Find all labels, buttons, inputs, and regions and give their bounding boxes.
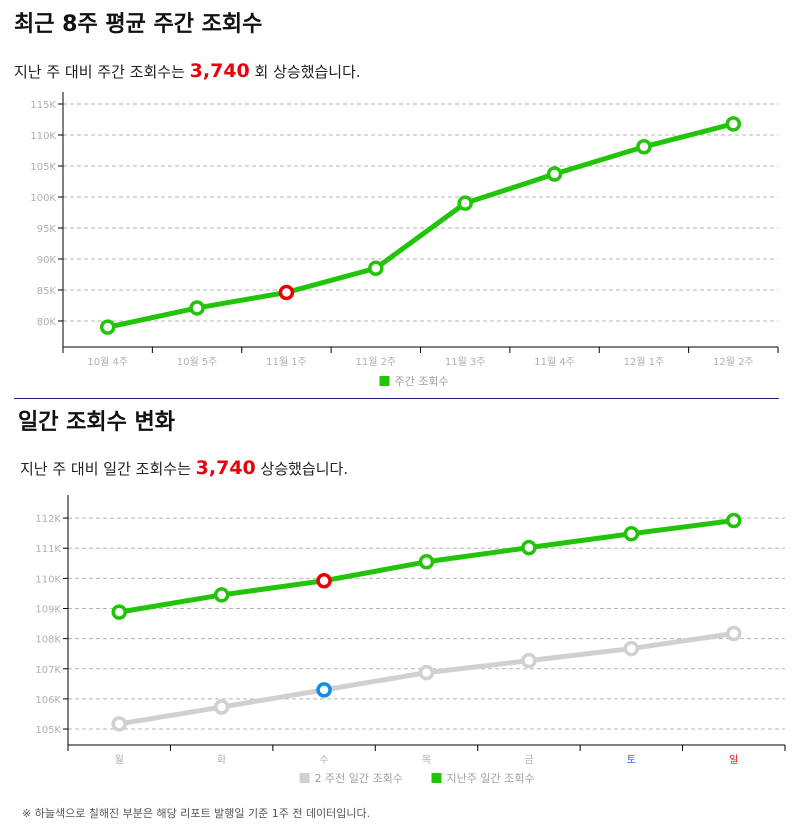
data-point [278,284,295,301]
weekly-title: 최근 8주 평균 주간 조회수 [14,12,263,37]
x-tick-label: 화 [217,754,226,766]
x-tick-label: 월 [115,754,124,766]
y-tick-label: 111K [35,544,61,555]
data-point [111,716,127,732]
section-divider [14,398,779,399]
x-tick-label: 12월 1주 [624,356,665,368]
data-point [111,604,127,620]
weekly-summary-prefix: 지난 주 대비 주간 조회수는 [14,63,190,81]
x-tick-label: 금 [524,754,533,766]
y-tick-label: 110K [30,131,56,142]
data-point [636,139,652,155]
data-point [368,260,384,277]
y-tick-label: 109K [35,604,61,615]
daily-summary-suffix: 상승했습니다. [255,460,349,478]
legend-swatch [431,773,442,783]
daily-summary-value: 3,740 [195,457,256,479]
data-point [316,682,332,698]
data-point [623,526,640,542]
x-tick-label: 11월 4주 [534,356,575,368]
footnote: ※ 하늘색으로 칠해진 부분은 해당 리포트 발행일 기준 1주 전 데이터입니… [22,807,371,820]
x-tick-label: 10월 5주 [177,356,218,368]
daily-chart: 105K 106K 107K 108K 109K 110K 111K 112K 월 화 수 목 금 토 일 2… [35,495,786,785]
data-point [99,319,116,335]
weekly-chart: 80K 85K 90K 95K 100K 105K 110K 115K 10월 4주 10월 5주… [30,92,779,388]
data-point [213,699,230,715]
data-point [189,300,205,316]
y-tick-label: 90K [37,255,57,266]
y-tick-label: 95K [37,224,57,235]
data-point [418,554,435,570]
x-tick-label: 일 [729,754,738,766]
data-point [521,539,537,556]
legend-label: 2 주전 일간 조회수 [315,771,403,785]
data-point [546,166,563,182]
weekly-summary-value: 3,740 [189,60,250,82]
y-tick-label: 107K [35,665,61,676]
legend-swatch [379,376,390,386]
x-tick-label: 11월 1주 [266,356,307,368]
legend-label: 지난주 일간 조회수 [447,771,535,785]
x-tick-label: 11월 3주 [445,356,486,368]
legend-swatch [299,773,310,783]
x-tick-label: 수 [319,754,328,766]
y-tick-label: 80K [37,317,57,328]
weekly-summary-suffix: 회 상승했습니다. [249,63,361,81]
data-point [213,587,230,603]
x-tick-label: 12월 2주 [713,356,754,368]
data-point [521,652,537,669]
y-tick-label: 100K [30,193,56,204]
x-tick-label: 토 [627,755,636,766]
data-point [457,195,473,211]
data-point [725,116,742,132]
y-tick-label: 112K [35,514,61,525]
y-tick-label: 106K [35,695,61,706]
data-point [623,640,640,657]
daily-title: 일간 조회수 변화 [18,410,175,435]
y-tick-label: 105K [30,162,56,173]
y-tick-label: 85K [37,286,57,297]
daily-summary-prefix: 지난 주 대비 일간 조회수는 [20,460,196,478]
x-tick-label: 10월 4주 [87,356,128,368]
legend-label: 주간 조회수 [395,375,449,388]
x-tick-label: 11월 2주 [355,356,396,368]
data-point [726,512,742,529]
data-point [726,625,742,642]
y-tick-label: 115K [30,100,56,111]
x-tick-label: 목 [422,754,431,766]
data-point [316,573,332,589]
daily-summary: 지난 주 대비 일간 조회수는 3,740 상승했습니다. [20,457,348,479]
data-point [418,664,435,681]
y-tick-label: 108K [35,635,61,646]
weekly-summary: 지난 주 대비 주간 조회수는 3,740 회 상승했습니다. [14,60,361,82]
series-line [107,121,734,330]
y-tick-label: 105K [35,725,61,736]
y-tick-label: 110K [35,574,61,585]
